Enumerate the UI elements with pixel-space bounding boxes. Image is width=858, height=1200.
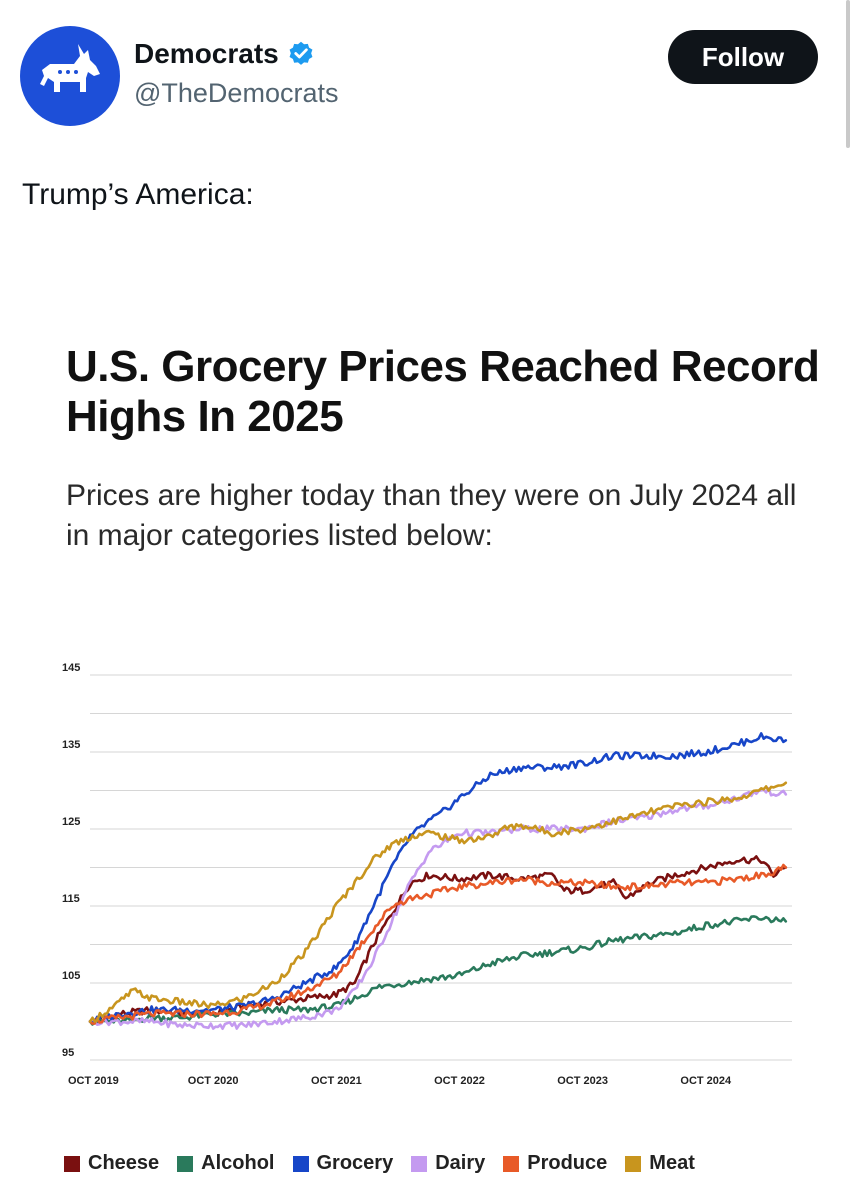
legend-item-meat: Meat — [625, 1152, 695, 1175]
legend-swatch — [292, 1155, 309, 1172]
legend-swatch — [411, 1155, 428, 1172]
series-line-grocery — [88, 732, 788, 1023]
series-line-dairy — [88, 787, 788, 1030]
legend-label: Dairy — [435, 1152, 486, 1174]
legend-label: Produce — [527, 1152, 608, 1174]
series-line-produce — [88, 863, 788, 1025]
y-tick-label: 95 — [62, 1047, 74, 1059]
post-header: Democrats @TheDemocrats Follow — [0, 0, 858, 150]
y-tick-label: 145 — [62, 662, 80, 674]
verified-badge-icon — [289, 41, 313, 65]
legend-swatch — [64, 1155, 80, 1172]
legend-item-dairy: Dairy — [411, 1152, 485, 1175]
x-tick-label: OCT 2023 — [557, 1075, 608, 1087]
series-line-alcohol — [88, 915, 788, 1026]
legend-item-cheese: Cheese — [64, 1152, 159, 1175]
chart-legend: Cheese Alcohol Grocery Dairy Produce Meat — [64, 1152, 713, 1175]
legend-swatch — [625, 1155, 642, 1172]
name-row: Democrats — [134, 38, 315, 70]
legend-item-grocery: Grocery — [292, 1152, 394, 1175]
series-line-meat — [88, 781, 788, 1023]
legend-label: Alcohol — [201, 1152, 275, 1174]
legend-label: Meat — [649, 1152, 695, 1174]
x-tick-label: OCT 2020 — [188, 1075, 239, 1087]
x-tick-label: OCT 2021 — [311, 1075, 362, 1087]
line-chart: 95 105 115 125 135 145 OCT 2019 OCT 2020 OCT 202… — [62, 662, 792, 1087]
y-tick-label: 135 — [62, 739, 80, 751]
scrollbar[interactable] — [846, 0, 850, 148]
y-tick-label: 125 — [62, 816, 80, 828]
legend-label: Grocery — [316, 1152, 394, 1174]
x-tick-label: OCT 2024 — [680, 1075, 732, 1087]
x-tick-label: OCT 2022 — [434, 1075, 485, 1087]
chart-title: U.S. Grocery Prices Reached Record Highs… — [66, 342, 820, 441]
chart-card[interactable]: U.S. Grocery Prices Reached Record Highs… — [0, 250, 858, 1200]
follow-button[interactable]: Follow — [668, 30, 818, 84]
post-text: Trump’s America: — [22, 178, 254, 211]
y-tick-label: 105 — [62, 970, 80, 982]
avatar[interactable] — [20, 26, 120, 126]
legend-swatch — [177, 1155, 194, 1172]
legend-item-alcohol: Alcohol — [177, 1152, 275, 1175]
legend-swatch — [503, 1155, 520, 1172]
y-tick-label: 115 — [62, 893, 80, 905]
donkey-logo-icon — [40, 44, 100, 92]
user-handle[interactable]: @TheDemocrats — [134, 78, 339, 108]
legend-item-produce: Produce — [503, 1152, 607, 1175]
legend-label: Cheese — [88, 1152, 160, 1174]
x-tick-label: OCT 2019 — [68, 1075, 119, 1087]
chart-subtitle: Prices are higher today than they were o… — [66, 479, 797, 552]
display-name[interactable]: Democrats — [134, 38, 279, 69]
